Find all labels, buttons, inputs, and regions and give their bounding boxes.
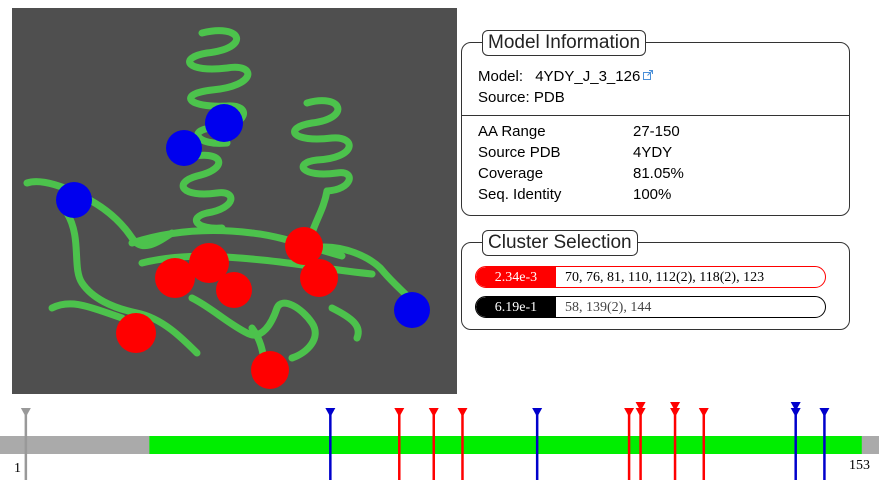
mutation-marker-head (670, 408, 681, 417)
mutation-marker-head (20, 408, 31, 417)
sequence-bar-covered (149, 436, 862, 454)
cluster-selection-title: Cluster Selection (482, 230, 638, 256)
cluster-option-1[interactable]: 2.34e-3 70, 76, 81, 110, 112(2), 118(2),… (475, 266, 826, 288)
field-label: Source PDB (478, 144, 561, 161)
cluster-residues: 58, 139(2), 144 (565, 300, 652, 315)
mutation-marker-head (532, 408, 543, 417)
mutation-marker-head (790, 408, 801, 417)
mutation-marker-head (819, 408, 830, 417)
cluster-pvalue: 6.19e-1 (476, 297, 556, 317)
field-label: AA Range (478, 123, 546, 140)
field-value: 81.05% (633, 165, 684, 182)
mutation-marker-head (624, 408, 635, 417)
cluster-selection-panel: Cluster Selection 2.34e-3 70, 76, 81, 11… (461, 230, 850, 330)
model-information-title: Model Information (482, 30, 647, 56)
mutation-marker-head (428, 408, 439, 417)
mutation-marker-head (325, 408, 336, 417)
mutation-marker-head (670, 402, 681, 411)
source-value: PDB (533, 89, 565, 106)
field-label: Seq. Identity (478, 186, 562, 203)
mutation-marker-head (790, 402, 801, 411)
protein-ribbon-render (23, 27, 430, 389)
model-divider (462, 115, 849, 116)
cluster-pvalue: 2.34e-3 (476, 267, 556, 287)
field-value: 27-150 (633, 123, 680, 140)
source-label: Source: (478, 89, 530, 106)
cluster-residues: 70, 76, 81, 110, 112(2), 118(2), 123 (565, 270, 765, 285)
mutation-marker-head (635, 408, 646, 417)
mutation-marker-head (394, 408, 405, 417)
structure-viewer[interactable] (12, 8, 457, 394)
mutation-marker-head (698, 408, 709, 417)
model-row: Model: 4YDY_J_3_126 (478, 68, 654, 86)
field-value: 4YDY (633, 144, 673, 161)
mutation-spheres (56, 104, 430, 389)
external-link-icon[interactable] (643, 70, 654, 80)
sequence-start-label: 1 (14, 461, 21, 476)
mutation-marker-head (635, 402, 646, 411)
sequence-end-label: 153 (849, 458, 870, 473)
mutation-marker-head (457, 408, 468, 417)
cluster-option-2[interactable]: 6.19e-1 58, 139(2), 144 (475, 296, 826, 318)
field-value: 100% (633, 186, 672, 203)
model-information-panel: Model Information Model: 4YDY_J_3_126 So… (461, 30, 850, 216)
model-label: Model: (478, 68, 524, 85)
model-value: 4YDY_J_3_126 (535, 68, 641, 85)
source-row: Source: PDB (478, 89, 565, 107)
field-label: Coverage (478, 165, 544, 182)
sequence-track[interactable]: 1 153 (0, 400, 885, 488)
sequence-track-svg (0, 402, 879, 480)
